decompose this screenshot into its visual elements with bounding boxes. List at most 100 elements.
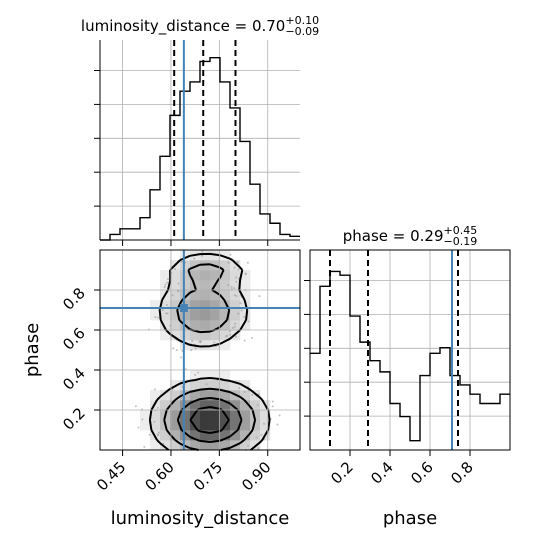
- density-cell: [240, 310, 251, 321]
- scatter-point: [276, 423, 279, 426]
- scatter-point: [161, 309, 164, 312]
- y-tick-label: 0.6: [59, 324, 89, 354]
- ld-marginal-yticks: [94, 70, 100, 207]
- ld-marginal-xticks: [122, 240, 269, 246]
- density-cell: [200, 370, 211, 381]
- scatter-point: [240, 309, 243, 312]
- scatter-point: [157, 433, 160, 436]
- x-tick-label: 0.75: [190, 458, 226, 494]
- scatter-point: [166, 303, 169, 306]
- density-cell: [200, 250, 211, 261]
- density-cell: [220, 260, 231, 271]
- phase-title-upper-error: +0.45: [444, 224, 478, 237]
- density-cell: [250, 390, 261, 401]
- scatter-point: [166, 281, 169, 284]
- scatter-point: [156, 406, 159, 409]
- density-cell: [220, 340, 231, 351]
- density-cell: [190, 330, 201, 341]
- density-cell: [200, 290, 211, 301]
- density-cell: [160, 440, 171, 451]
- density-cell: [160, 310, 171, 321]
- density-cell: [200, 440, 211, 451]
- scatter-point: [201, 254, 204, 257]
- scatter-point: [194, 347, 197, 350]
- density-cell: [250, 400, 261, 411]
- joint-2d-panel: 0.45 0.60 0.75 0.90 0.2 0.4 0.6 0.8 luminosity…: [22, 249, 301, 529]
- phase-marginal-frame: [309, 249, 511, 451]
- density-cell: [230, 320, 241, 331]
- density-cell: [200, 340, 211, 351]
- scatter-point: [190, 349, 193, 352]
- density-cell: [240, 280, 251, 291]
- density-cell: [170, 320, 181, 331]
- density-cell: [170, 410, 181, 421]
- scatter-point: [191, 340, 194, 343]
- contour-line: [148, 252, 271, 451]
- density-cell: [150, 440, 161, 451]
- y-axis-label-phase: phase: [22, 323, 43, 377]
- density-cell: [230, 270, 241, 281]
- scatter-point: [229, 333, 232, 336]
- density-cell: [190, 410, 201, 421]
- density-cell: [230, 400, 241, 411]
- density-cell: [150, 420, 161, 431]
- scatter-point: [238, 387, 241, 390]
- density-cell: [210, 440, 221, 451]
- density-cell: [240, 400, 251, 411]
- x-tick-label: 0.60: [141, 458, 177, 494]
- scatter-point: [171, 294, 174, 297]
- density-cell: [220, 320, 231, 331]
- density-cell: [190, 400, 201, 411]
- density-cell: [200, 410, 211, 421]
- scatter-point: [157, 431, 160, 434]
- density-cell: [180, 340, 191, 351]
- scatter-point: [271, 405, 274, 408]
- density-cell: [190, 260, 201, 271]
- density-cell: [170, 300, 181, 311]
- density-cell: [210, 330, 221, 341]
- scatter-point: [164, 283, 167, 286]
- density-cell: [180, 280, 191, 291]
- scatter-point: [227, 261, 230, 264]
- density-cell: [220, 430, 231, 441]
- scatter-point: [234, 322, 237, 325]
- scatter-point: [235, 276, 238, 279]
- ld-title-main: luminosity_distance = 0.70: [81, 17, 285, 36]
- scatter-point: [260, 433, 263, 436]
- ld-quantile-lines: [173, 40, 237, 240]
- density-cell: [180, 310, 191, 321]
- joint-density-cells: [140, 250, 271, 451]
- scatter-point: [278, 414, 281, 417]
- density-cell: [210, 320, 221, 331]
- joint-xticks: 0.45 0.60 0.75 0.90: [93, 450, 275, 494]
- ld-histogram-step: [100, 57, 300, 241]
- density-cell: [140, 410, 151, 421]
- joint-truth-marker: [179, 304, 188, 312]
- scatter-point: [213, 341, 216, 344]
- density-cell: [220, 390, 231, 401]
- density-cell: [230, 280, 241, 291]
- density-cell: [180, 430, 191, 441]
- scatter-point: [233, 325, 236, 328]
- phase-marginal-yticks: [304, 280, 310, 417]
- scatter-point: [233, 287, 236, 290]
- density-cell: [220, 300, 231, 311]
- density-cell: [230, 430, 241, 441]
- ld-title-upper-error: +0.10: [285, 14, 319, 27]
- density-cell: [190, 380, 201, 391]
- density-cell: [220, 370, 231, 381]
- density-cell: [210, 390, 221, 401]
- scatter-point: [230, 285, 233, 288]
- density-cell: [200, 400, 211, 411]
- density-cell: [220, 400, 231, 411]
- scatter-point: [165, 312, 168, 315]
- density-cell: [170, 440, 181, 451]
- ld-title-lower-error: −0.09: [285, 25, 319, 38]
- density-cell: [210, 370, 221, 381]
- scatter-point: [233, 266, 236, 269]
- density-cell: [170, 290, 181, 301]
- density-cell: [240, 290, 251, 301]
- scatter-point: [174, 268, 177, 271]
- density-cell: [230, 300, 241, 311]
- density-cell: [150, 410, 161, 421]
